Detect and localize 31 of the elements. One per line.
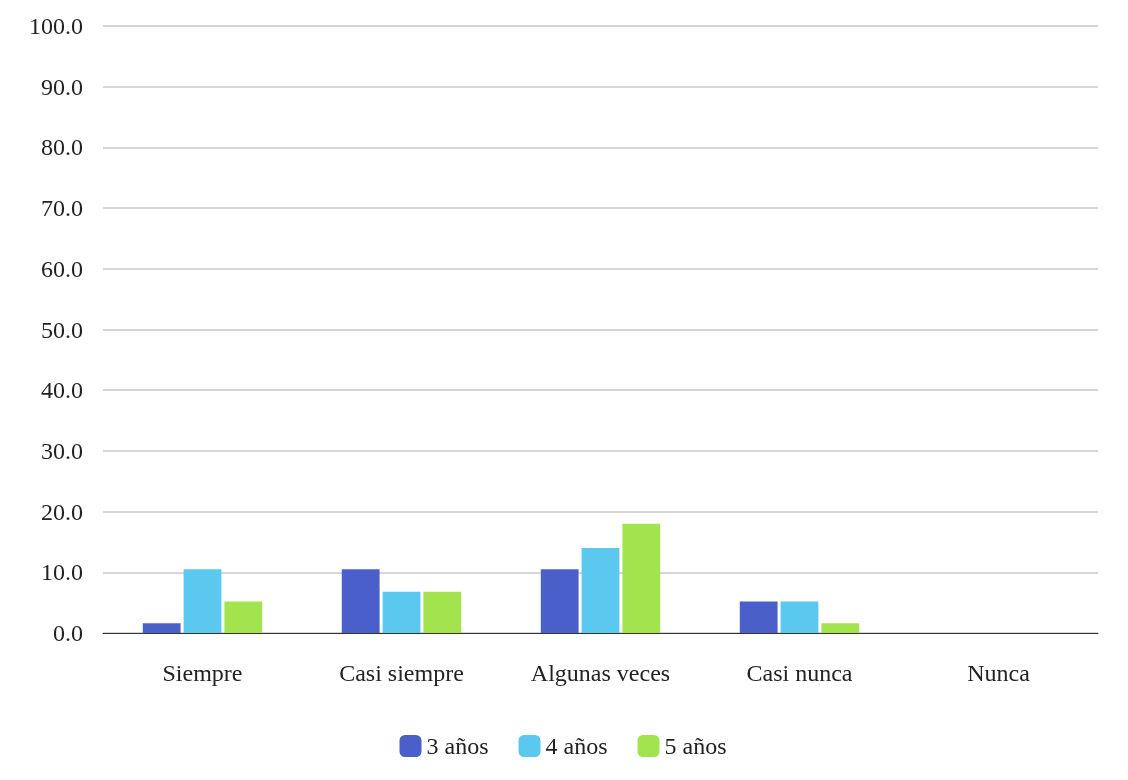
x-tick-label: Algunas veces (530, 660, 671, 686)
bar (739, 601, 778, 633)
x-tick-label: Nunca (967, 660, 1031, 686)
y-tick-label: 70.0 (41, 195, 83, 222)
y-tick-label: 80.0 (41, 134, 83, 161)
y-tick-label: 50.0 (41, 316, 83, 343)
y-tick-label: 10.0 (41, 559, 83, 586)
bar (581, 548, 620, 633)
bar (183, 569, 222, 633)
y-tick-label: 20.0 (41, 498, 83, 525)
bar (142, 623, 181, 633)
bar (224, 601, 263, 633)
x-tick-label: Casi nunca (746, 660, 853, 686)
bar (341, 569, 380, 633)
legend-label: 5 años (664, 733, 727, 759)
x-tick-label: Siempre (162, 660, 243, 686)
y-tick-label: 0.0 (53, 620, 83, 646)
bar (780, 601, 819, 633)
y-tick-label: 30.0 (41, 437, 83, 464)
y-tick-label: 60.0 (41, 255, 83, 282)
bar (382, 591, 421, 633)
y-tick-label: 100.0 (29, 13, 83, 39)
y-tick-label: 40.0 (41, 377, 83, 404)
bar (821, 623, 860, 633)
legend-label: 3 años (426, 733, 489, 759)
bar (540, 569, 579, 633)
bar (423, 591, 462, 633)
x-tick-label: Casi siempre (339, 660, 464, 686)
y-tick-label: 90.0 (41, 73, 83, 100)
bar (622, 523, 661, 633)
legend-label: 4 años (545, 733, 608, 759)
